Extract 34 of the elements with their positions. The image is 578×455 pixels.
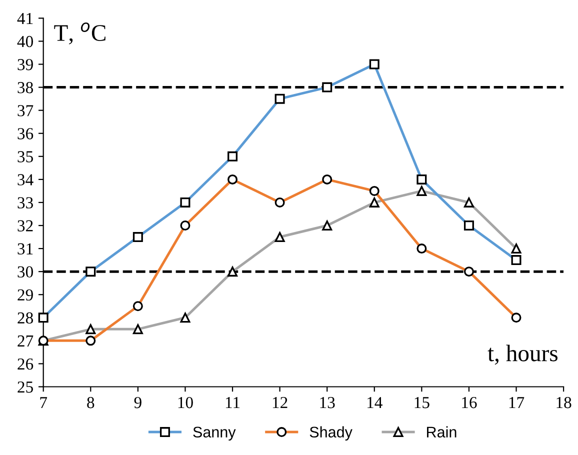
x-tick-label: 10 [178, 396, 193, 408]
y-tick-label: 35 [18, 151, 33, 162]
y-tick-label: 33 [18, 197, 33, 208]
y-tick-label: 40 [17, 36, 33, 48]
legend-label: Shady [310, 426, 352, 441]
y-tick-label: 34 [18, 174, 34, 186]
x-axis-title: t, hours [488, 344, 558, 365]
x-tick-label: 15 [414, 397, 430, 408]
x-tick-label: 8 [87, 396, 94, 408]
y-tick-label: 41 [17, 12, 33, 24]
x-tick-label: 14 [368, 397, 382, 408]
x-tick-label: 16 [462, 397, 477, 408]
y-tick-label: 31 [18, 243, 33, 254]
x-tick-label: 18 [556, 396, 572, 408]
y-tick-label: 27 [18, 335, 34, 346]
y-axis-title: T, $^{o}$C [54, 22, 106, 44]
x-tick-label: 13 [320, 397, 335, 408]
y-tick-label: 39 [18, 59, 33, 70]
y-tick-label: 25 [18, 381, 33, 393]
y-tick-label: 37 [18, 105, 34, 116]
legend-label: Rain [427, 426, 456, 438]
y-tick-label: 32 [18, 220, 33, 232]
x-tick-label: 9 [134, 397, 142, 408]
legend-label: Sanny [193, 426, 236, 441]
y-tick-label: 28 [18, 312, 33, 324]
x-tick-label: 17 [509, 397, 524, 408]
y-tick-label: 26 [18, 358, 34, 370]
y-tick-label: 29 [18, 289, 33, 301]
x-tick-label: 11 [226, 397, 240, 408]
x-tick-label: 12 [272, 397, 288, 408]
y-tick-label: 30 [18, 266, 33, 278]
y-tick-label: 36 [18, 128, 34, 140]
x-tick-label: 7 [40, 397, 48, 408]
y-tick-label: 38 [18, 82, 33, 94]
